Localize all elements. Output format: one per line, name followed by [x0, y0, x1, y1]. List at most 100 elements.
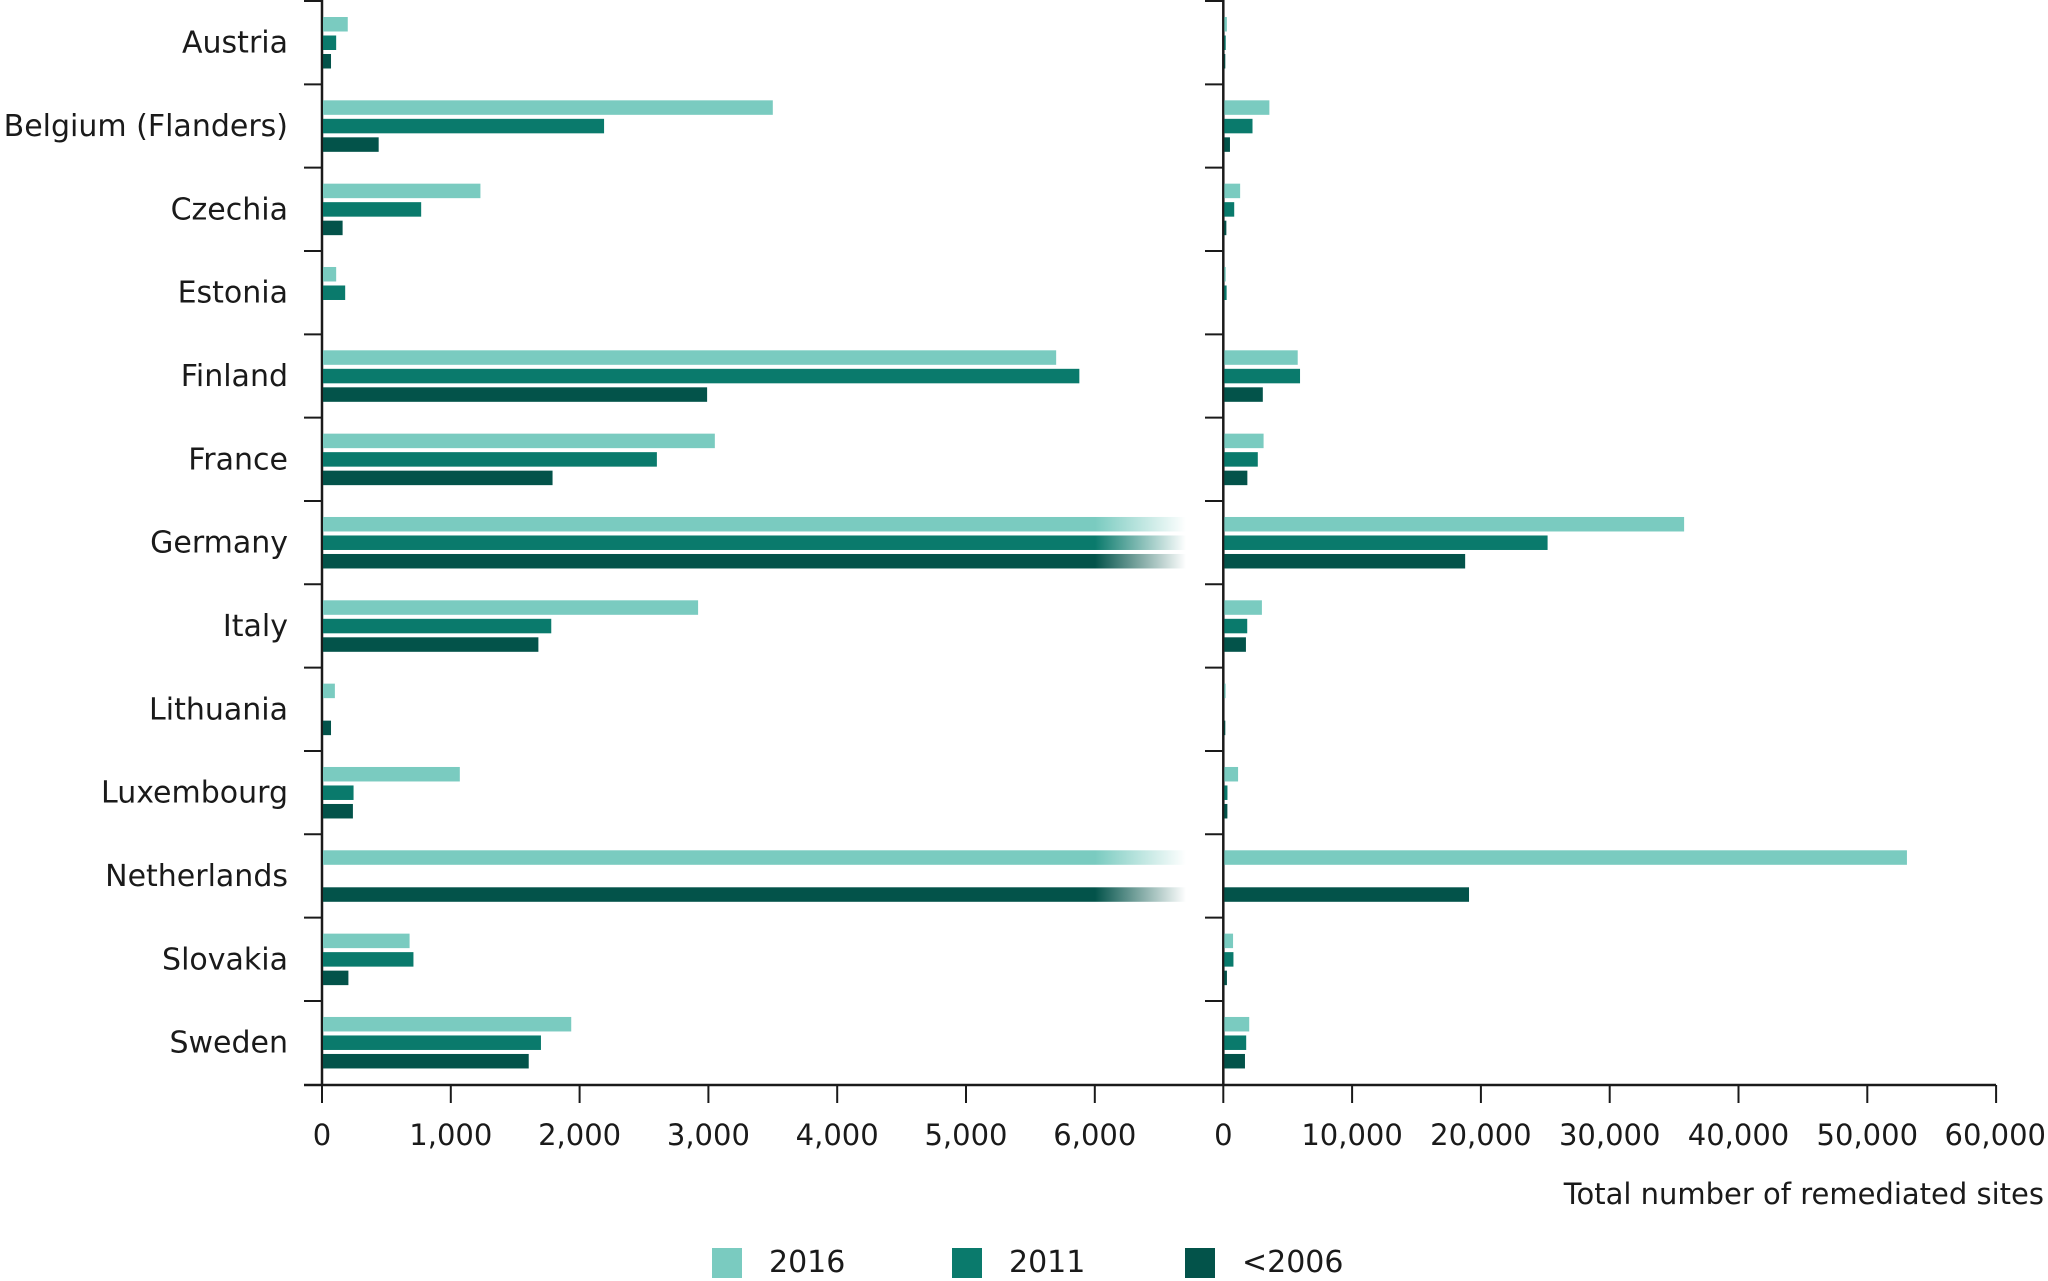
category-label: Finland: [181, 359, 288, 394]
bar-right-lt2006-austria: [1224, 54, 1226, 69]
legend-label: <2006: [1242, 1245, 1343, 1280]
legend: 2016 2011 <2006: [712, 1245, 1343, 1280]
x-tick-label: 0: [1214, 1118, 1232, 1152]
bar-left-2011-finland: [323, 368, 1080, 384]
legend-swatch: [1185, 1248, 1215, 1278]
bar-left-2016-italy: [323, 600, 699, 615]
category-label: Italy: [223, 609, 288, 644]
bar-left-lt2006-italy: [323, 637, 539, 652]
bar-left-2016-germany: [323, 516, 1186, 532]
category-label: Netherlands: [105, 859, 288, 894]
x-tick-label: 0: [313, 1118, 331, 1152]
bar-right-2016-belgium-flanders-: [1224, 100, 1270, 115]
bar-left-lt2006-belgium-flanders-: [323, 137, 379, 152]
category-label: Sweden: [169, 1026, 288, 1061]
x-tick-label: 10,000: [1301, 1118, 1402, 1152]
bar-right-2016-lithuania: [1224, 683, 1226, 699]
bar-right-2016-germany: [1224, 516, 1685, 532]
legend-item: 2016: [712, 1245, 845, 1280]
bar-right-2016-finland: [1224, 350, 1298, 365]
bar-left-2016-netherlands: [323, 850, 1186, 865]
x-tick-label: 1,000: [409, 1118, 492, 1152]
bar-right-2011-austria: [1224, 35, 1226, 50]
x-tick-label: 50,000: [1817, 1118, 1918, 1152]
bar-right-lt2006-netherlands: [1224, 887, 1470, 902]
bar-right-2011-slovakia: [1224, 952, 1234, 967]
bar-right-2016-italy: [1224, 600, 1262, 615]
bar-left-2016-estonia: [323, 266, 337, 282]
bar-right-2016-czechia: [1224, 183, 1241, 199]
bar-left-2011-slovakia: [323, 952, 414, 967]
bar-left-2016-sweden: [323, 1016, 572, 1032]
legend-label: 2016: [769, 1245, 845, 1280]
bar-left-2016-luxembourg: [323, 766, 460, 782]
bar-left-2011-sweden: [323, 1035, 541, 1050]
bar-left-lt2006-luxembourg: [323, 803, 353, 819]
bar-left-lt2006-slovakia: [323, 970, 349, 986]
category-label: Belgium (Flanders): [4, 109, 288, 144]
bar-left-2016-lithuania: [323, 683, 335, 699]
legend-item: <2006: [1185, 1245, 1343, 1280]
x-tick-label: 60,000: [1945, 1118, 2046, 1152]
bar-left-lt2006-germany: [323, 553, 1186, 569]
bar-left-2011-estonia: [323, 285, 346, 300]
x-tick-label: 40,000: [1688, 1118, 1789, 1152]
legend-label: 2011: [1009, 1245, 1085, 1280]
bar-left-2011-germany: [323, 535, 1186, 550]
category-label: Luxembourg: [101, 776, 288, 811]
bar-right-lt2006-sweden: [1224, 1053, 1245, 1069]
x-tick-label: 20,000: [1430, 1118, 1531, 1152]
bar-left-2011-france: [323, 452, 657, 467]
category-label: Lithuania: [149, 692, 288, 727]
bar-left-2011-belgium-flanders-: [323, 118, 605, 134]
bar-right-2011-france: [1224, 452, 1258, 467]
bar-left-lt2006-finland: [323, 387, 708, 402]
bar-right-lt2006-belgium-flanders-: [1224, 137, 1230, 152]
bar-left-lt2006-czechia: [323, 220, 343, 236]
bar-right-2011-czechia: [1224, 202, 1235, 217]
bar-right-lt2006-slovakia: [1224, 970, 1227, 986]
bar-right-2016-austria: [1224, 17, 1227, 32]
bar-left-2016-austria: [323, 17, 348, 32]
x-tick-label: 4,000: [796, 1118, 879, 1152]
bar-right-2016-estonia: [1224, 266, 1226, 282]
right-panel: [1205, 0, 1907, 1085]
x-tick-label: 30,000: [1559, 1118, 1660, 1152]
bar-left-2016-belgium-flanders-: [323, 100, 773, 115]
bar-right-2016-luxembourg: [1224, 766, 1239, 782]
category-label: Czechia: [171, 192, 288, 227]
bar-right-2016-france: [1224, 433, 1264, 449]
bar-right-lt2006-germany: [1224, 553, 1466, 569]
legend-swatch: [952, 1248, 982, 1278]
bar-right-2011-estonia: [1224, 285, 1227, 300]
bar-left-2011-luxembourg: [323, 785, 354, 800]
bar-left-lt2006-austria: [323, 54, 332, 69]
bar-left-lt2006-lithuania: [323, 720, 332, 736]
category-labels: Austria Belgium (Flanders) Czechia Estonia F…: [4, 26, 288, 1061]
bar-right-lt2006-italy: [1224, 637, 1246, 652]
bar-left-2011-italy: [323, 618, 552, 634]
x-tick-label: 3,000: [667, 1118, 750, 1152]
bar-right-2016-netherlands: [1224, 850, 1907, 865]
legend-item: 2011: [952, 1245, 1085, 1280]
bar-right-lt2006-luxembourg: [1224, 803, 1228, 819]
bar-left-2011-czechia: [323, 202, 422, 217]
category-label: Germany: [150, 526, 288, 561]
legend-swatch: [712, 1248, 742, 1278]
bar-right-2016-sweden: [1224, 1016, 1250, 1032]
category-label: Estonia: [178, 276, 288, 311]
x-tick-label: 5,000: [924, 1118, 1007, 1152]
category-label: France: [188, 442, 288, 477]
x-axis: 0 1,000 2,000 3,000 4,000 5,000 6,000 0 10,000 20…: [304, 1083, 2046, 1152]
bar-left-2016-finland: [323, 350, 1057, 365]
bar-right-lt2006-france: [1224, 470, 1248, 486]
bar-left-lt2006-sweden: [323, 1053, 529, 1069]
bar-right-2011-germany: [1224, 535, 1548, 550]
bar-left-2016-czechia: [323, 183, 481, 199]
bar-right-2011-belgium-flanders-: [1224, 118, 1253, 134]
bar-right-2011-sweden: [1224, 1035, 1247, 1050]
bar-right-lt2006-lithuania: [1224, 720, 1226, 736]
bar-left-lt2006-france: [323, 470, 553, 486]
x-tick-label: 6,000: [1053, 1118, 1136, 1152]
